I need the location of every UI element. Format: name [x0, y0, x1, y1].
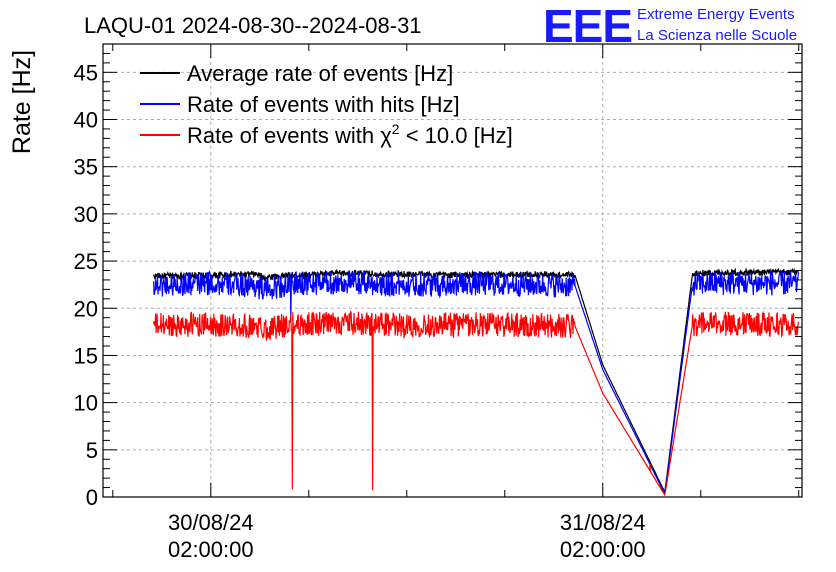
- series-layer: [153, 267, 799, 497]
- y-tick-label: 35: [74, 155, 98, 180]
- y-tick-label: 15: [74, 343, 98, 368]
- eee-logo: EEE Extreme Energy Events La Scienza nel…: [543, 0, 797, 52]
- series-line-1: [153, 267, 799, 494]
- y-tick-label: 30: [74, 202, 98, 227]
- x-tick-date: 31/08/24: [560, 510, 646, 535]
- axes: 05101520253035404530/08/2402:00:0031/08/…: [74, 43, 802, 562]
- y-tick-label: 5: [86, 438, 98, 463]
- y-tick-label: 25: [74, 249, 98, 274]
- legend-label-2: Rate of events with hits [Hz]: [187, 92, 460, 117]
- legend: Average rate of events [Hz] Rate of event…: [140, 61, 513, 148]
- legend-label-1: Average rate of events [Hz]: [187, 61, 453, 86]
- legend-label-3: Rate of events with χ2 < 10.0 [Hz]: [187, 121, 513, 148]
- y-axis-label: Rate [Hz]: [8, 50, 36, 154]
- y-tick-label: 40: [74, 108, 98, 133]
- y-tick-label: 20: [74, 296, 98, 321]
- series-line-2: [153, 269, 799, 496]
- y-tick-label: 0: [86, 485, 98, 510]
- logo-line-2: La Scienza nelle Scuole: [637, 27, 797, 44]
- series-line-3: [153, 310, 799, 497]
- y-tick-label: 10: [74, 391, 98, 416]
- logo-line-1: Extreme Energy Events: [637, 6, 795, 23]
- chart-title: LAQU-01 2024-08-30--2024-08-31: [84, 13, 422, 38]
- logo-letters: EEE: [543, 0, 632, 52]
- x-tick-time: 02:00:00: [560, 537, 646, 562]
- y-tick-label: 45: [74, 60, 98, 85]
- x-tick-time: 02:00:00: [168, 537, 254, 562]
- x-tick-date: 30/08/24: [168, 510, 254, 535]
- grid-lines: [103, 44, 802, 497]
